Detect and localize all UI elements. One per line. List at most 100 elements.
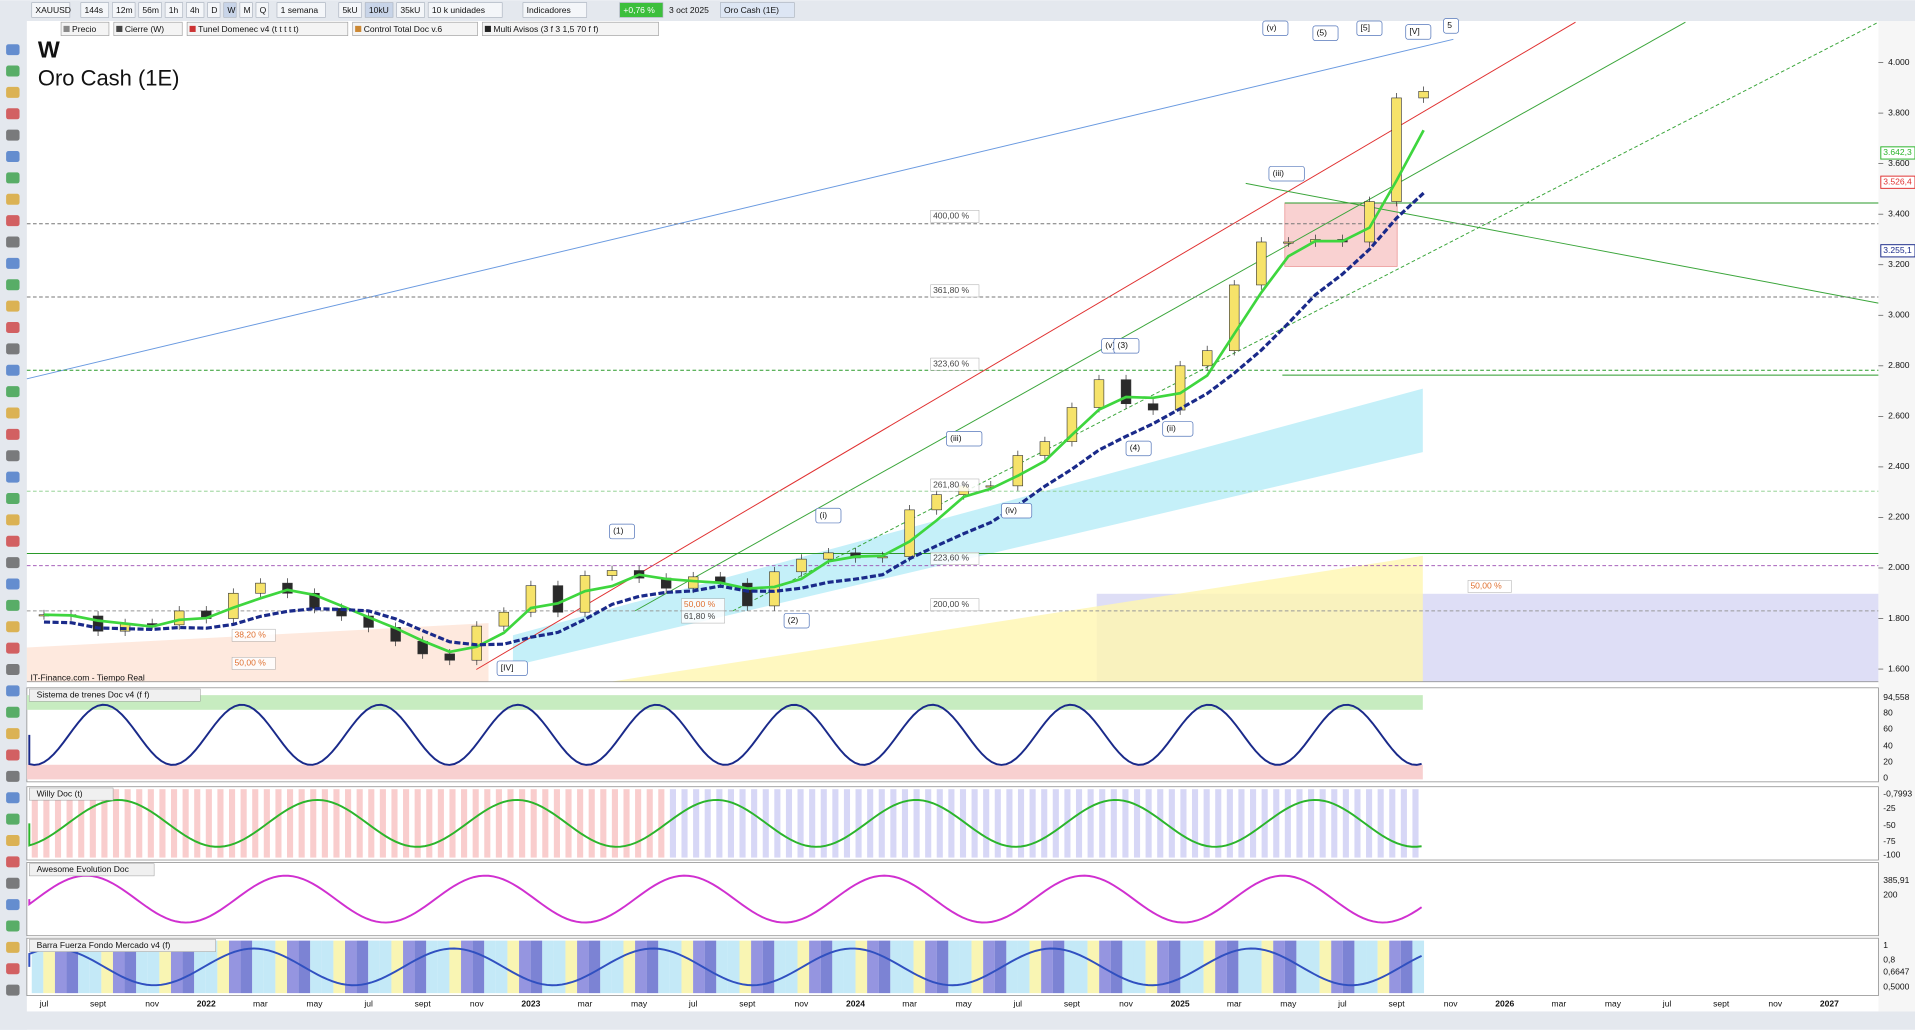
tool-icon[interactable] bbox=[6, 322, 20, 334]
tool-icon[interactable] bbox=[6, 834, 20, 846]
tool-icon[interactable] bbox=[6, 963, 20, 975]
tool-icon[interactable] bbox=[6, 450, 20, 462]
indicators-button-bg[interactable] bbox=[522, 2, 588, 18]
timeframe-button[interactable]: M bbox=[244, 5, 251, 15]
timeframe-button[interactable]: 56m bbox=[142, 5, 159, 15]
tool-icon[interactable] bbox=[6, 151, 20, 163]
tool-icon[interactable] bbox=[6, 535, 20, 547]
tool-icon[interactable] bbox=[6, 813, 20, 825]
tool-icon[interactable] bbox=[6, 941, 20, 953]
unit-button[interactable]: 10kU bbox=[369, 5, 389, 15]
tool-icon[interactable] bbox=[6, 279, 20, 291]
instrument-name-bg[interactable] bbox=[720, 2, 795, 18]
indicators-button[interactable]: Indicadores bbox=[527, 5, 571, 15]
timeframe-button[interactable]: D bbox=[211, 5, 217, 15]
timeframe-button-bg[interactable] bbox=[80, 2, 110, 18]
unit-button[interactable]: 35kU bbox=[400, 5, 420, 15]
tool-icon[interactable] bbox=[6, 899, 20, 911]
tool-icon[interactable] bbox=[6, 599, 20, 611]
legend-item[interactable]: Control Total Doc v.6 bbox=[364, 24, 443, 34]
legend-item[interactable]: Cierre (W) bbox=[125, 24, 164, 34]
tool-icon[interactable] bbox=[6, 663, 20, 675]
tool-icon[interactable] bbox=[6, 514, 20, 526]
timeframe-button[interactable]: 4h bbox=[190, 5, 200, 15]
tool-icon[interactable] bbox=[6, 749, 20, 761]
tool-icon[interactable] bbox=[6, 471, 20, 483]
tool-icon[interactable] bbox=[6, 920, 20, 932]
timeframe-button[interactable]: W bbox=[227, 5, 236, 15]
tool-icon[interactable] bbox=[6, 236, 20, 248]
bottom-bar bbox=[0, 1011, 1915, 1030]
panel-stripe bbox=[78, 940, 90, 994]
panel-stripe bbox=[832, 940, 844, 994]
timeframe-button-bg[interactable] bbox=[223, 2, 237, 18]
symbol-bg[interactable] bbox=[31, 2, 71, 18]
timeframe-button[interactable]: 1h bbox=[169, 5, 179, 15]
legend-item[interactable]: Precio bbox=[72, 24, 96, 34]
panel-stripe bbox=[252, 789, 259, 858]
tool-icon[interactable] bbox=[6, 685, 20, 697]
panel-stripe bbox=[205, 789, 212, 858]
timeframe-button-bg[interactable] bbox=[164, 2, 184, 18]
tool-icon[interactable] bbox=[6, 877, 20, 889]
timeframe-button[interactable]: Q bbox=[260, 5, 267, 15]
unit-button-bg[interactable] bbox=[338, 2, 362, 18]
tool-icon[interactable] bbox=[6, 642, 20, 654]
timeframe-button[interactable]: 12m bbox=[116, 5, 133, 15]
tool-icon[interactable] bbox=[6, 65, 20, 77]
candle bbox=[498, 611, 510, 627]
tool-icon[interactable] bbox=[6, 706, 20, 718]
unit-button-bg[interactable] bbox=[364, 2, 394, 18]
timeframe-button-bg[interactable] bbox=[186, 2, 205, 18]
timeframe-button-bg[interactable] bbox=[239, 2, 253, 18]
period-select[interactable]: 1 semana bbox=[281, 5, 319, 15]
tool-icon[interactable] bbox=[6, 44, 20, 56]
units-select-bg[interactable] bbox=[427, 2, 503, 18]
legend-item[interactable]: Multi Avisos (3 f 3 1,5 70 f f) bbox=[493, 24, 598, 34]
timeframe-button-bg[interactable] bbox=[255, 2, 269, 18]
timeframe-button-bg[interactable] bbox=[207, 2, 221, 18]
tool-icon[interactable] bbox=[6, 172, 20, 184]
change-badge[interactable]: +0,76 % bbox=[623, 5, 655, 15]
tool-icon[interactable] bbox=[6, 792, 20, 804]
timeframe-button[interactable]: 144s bbox=[85, 5, 104, 15]
tool-icon[interactable] bbox=[6, 343, 20, 355]
tool-icon[interactable] bbox=[6, 578, 20, 590]
tool-icon[interactable] bbox=[6, 984, 20, 996]
change-badge-bg[interactable] bbox=[619, 2, 664, 18]
legend-item-bg[interactable] bbox=[60, 21, 110, 36]
tool-icon[interactable] bbox=[6, 215, 20, 227]
wave-label: [IV] bbox=[501, 663, 514, 673]
unit-button[interactable]: 5kU bbox=[342, 5, 357, 15]
tool-icon[interactable] bbox=[6, 300, 20, 312]
tool-icon[interactable] bbox=[6, 728, 20, 740]
legend-item-bg[interactable] bbox=[482, 21, 659, 36]
timeframe-button-bg[interactable] bbox=[112, 2, 136, 18]
tool-icon[interactable] bbox=[6, 428, 20, 440]
units-select[interactable]: 10 k unidades bbox=[432, 5, 485, 15]
legend-item[interactable]: Tunel Domenec v4 (t t t t t) bbox=[198, 24, 299, 34]
tool-icon[interactable] bbox=[6, 257, 20, 269]
tool-icon[interactable] bbox=[6, 386, 20, 398]
panel-stripe bbox=[1250, 789, 1257, 858]
tool-icon[interactable] bbox=[6, 86, 20, 98]
unit-button-bg[interactable] bbox=[396, 2, 425, 18]
panel-stripe bbox=[519, 940, 531, 994]
tool-icon[interactable] bbox=[6, 856, 20, 868]
tool-icon[interactable] bbox=[6, 557, 20, 569]
tool-icon[interactable] bbox=[6, 364, 20, 376]
tool-icon[interactable] bbox=[6, 493, 20, 505]
tool-icon[interactable] bbox=[6, 770, 20, 782]
legend-item-bg[interactable] bbox=[352, 21, 478, 36]
legend-item-bg[interactable] bbox=[113, 21, 183, 36]
tool-icon[interactable] bbox=[6, 108, 20, 120]
instrument-name[interactable]: Oro Cash (1E) bbox=[724, 5, 779, 15]
legend-item-bg[interactable] bbox=[186, 21, 349, 36]
tool-icon[interactable] bbox=[6, 193, 20, 205]
tool-icon[interactable] bbox=[6, 129, 20, 141]
timeframe-button-bg[interactable] bbox=[138, 2, 162, 18]
tool-icon[interactable] bbox=[6, 621, 20, 633]
tool-icon[interactable] bbox=[6, 407, 20, 419]
symbol[interactable]: XAUUSD bbox=[35, 5, 71, 15]
period-select-bg[interactable] bbox=[276, 2, 326, 18]
